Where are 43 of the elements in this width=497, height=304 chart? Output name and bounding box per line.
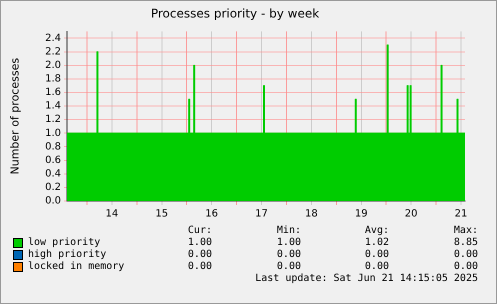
y-axis-title: Number of processes — [8, 58, 22, 174]
y-tick-label: 2.4 — [45, 32, 61, 44]
y-tick-label: 1.6 — [45, 87, 61, 98]
text: Cur: — [186, 225, 212, 236]
text: Max: — [452, 225, 478, 236]
text: 0.00 — [452, 249, 478, 260]
legend-label: high priority — [27, 249, 106, 260]
y-tick-label: 1.8 — [45, 73, 61, 84]
text: 0.00 — [186, 261, 212, 272]
text: 0.00 — [276, 249, 301, 260]
chart-title: Processes priority - by week — [150, 6, 320, 20]
x-tick-label: 15 — [155, 208, 168, 220]
text: 0.00 — [364, 261, 389, 272]
y-tick-label: 0.4 — [45, 168, 61, 180]
y-tick-label: 1.0 — [45, 128, 61, 139]
x-tick-label: 14 — [106, 208, 118, 220]
x-tick-label: 18 — [305, 208, 318, 220]
y-tick-label: 2.0 — [45, 60, 61, 71]
y-tick-label: 1.2 — [45, 114, 61, 126]
legend-label: low priority — [27, 237, 100, 248]
text: 0.00 — [186, 249, 212, 260]
text: 1.00 — [186, 237, 212, 248]
y-tick-label: 0.2 — [45, 182, 61, 194]
x-tick-label: 16 — [205, 208, 218, 220]
text: 0.00 — [452, 261, 478, 272]
legend-label: locked in memory — [27, 261, 124, 272]
text: 8.85 — [452, 237, 478, 248]
x-tick-label: 21 — [454, 208, 468, 220]
y-tick-label: 0.8 — [45, 141, 61, 152]
y-tick-label: 0.0 — [45, 196, 61, 207]
text: 0.00 — [276, 261, 301, 272]
x-tick-label: 19 — [354, 208, 368, 220]
x-tick-label: 17 — [255, 208, 268, 220]
text: 1.02 — [364, 237, 389, 248]
y-tick-label: 2.2 — [45, 46, 61, 58]
text: Last update: Sat Jun 21 14:15:05 2025 — [255, 273, 478, 284]
y-tick-label: 0.6 — [45, 154, 61, 166]
text: 1.00 — [276, 237, 301, 248]
text: 0.00 — [364, 249, 389, 260]
text: Avg: — [364, 225, 389, 236]
text: Min: — [276, 225, 301, 236]
y-tick-label: 1.4 — [45, 100, 61, 112]
x-tick-label: 20 — [404, 208, 418, 220]
